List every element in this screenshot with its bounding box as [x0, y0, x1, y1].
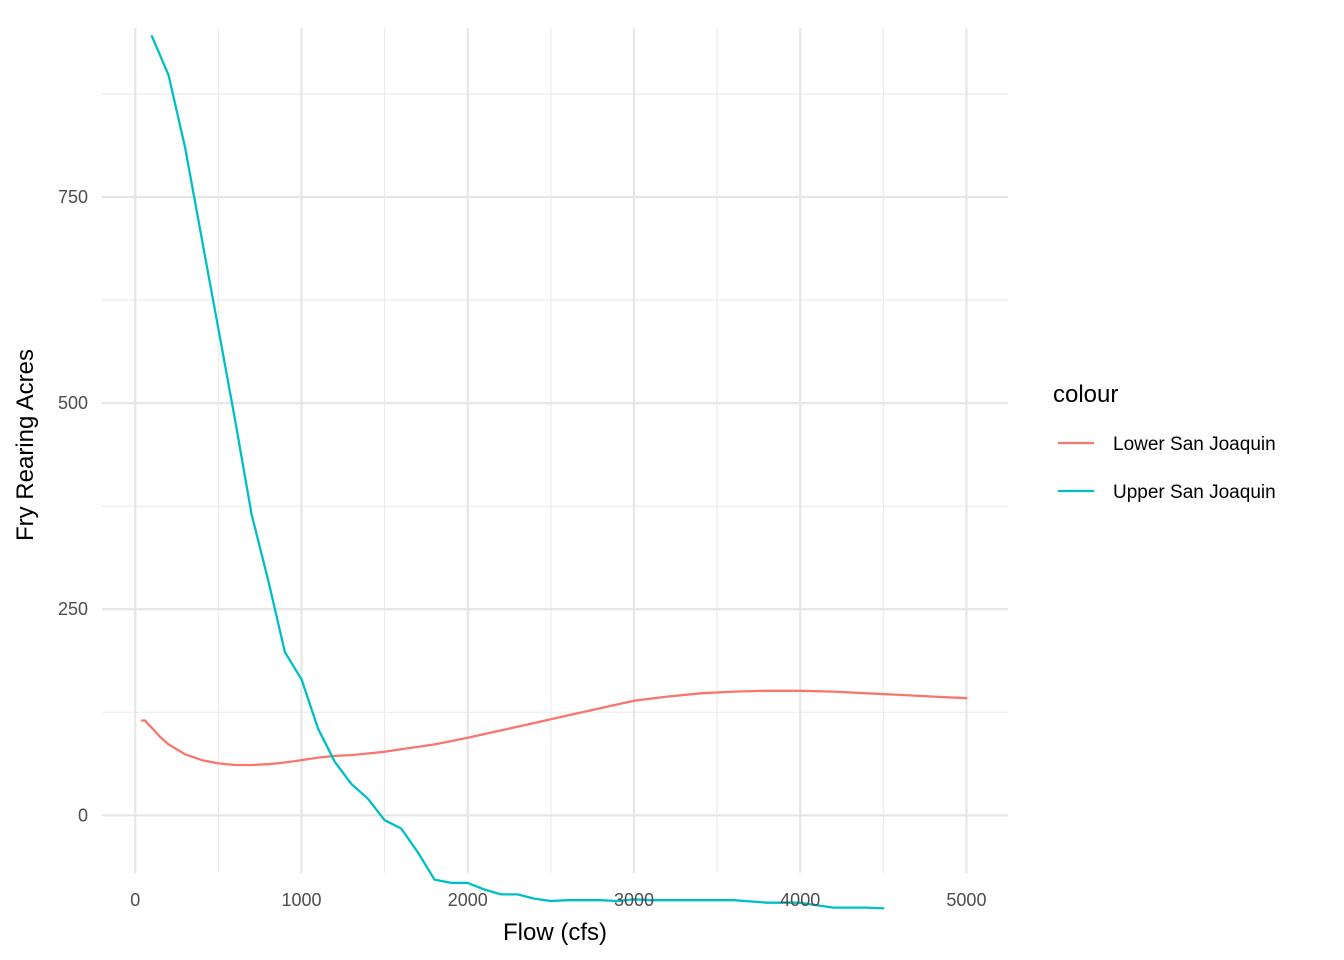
x-tick-label: 5000 — [946, 890, 986, 910]
legend-label-lower-san-joaquin: Lower San Joaquin — [1113, 434, 1276, 455]
minor-gridlines — [102, 28, 1008, 873]
legend-label-upper-san-joaquin: Upper San Joaquin — [1113, 482, 1276, 503]
y-tick-label: 750 — [58, 187, 88, 207]
legend-title: colour — [1053, 381, 1118, 408]
y-tick-label: 0 — [78, 805, 88, 825]
x-tick-label: 1000 — [281, 890, 321, 910]
series-lines — [140, 35, 968, 910]
x-tick-label: 4000 — [780, 890, 820, 910]
y-tick-label: 250 — [58, 599, 88, 619]
y-axis-tick-labels: 0 250 500 750 — [58, 187, 88, 825]
series-line-lower-san-joaquin — [140, 689, 968, 767]
series-line-upper-san-joaquin — [150, 35, 885, 910]
legend-items: Lower San Joaquin Upper San Joaquin — [1058, 434, 1276, 503]
x-tick-label: 0 — [130, 890, 140, 910]
y-axis-title: Fry Rearing Acres — [12, 349, 39, 541]
x-axis-tick-labels: 0 1000 2000 3000 4000 5000 — [130, 890, 986, 910]
x-tick-label: 3000 — [614, 890, 654, 910]
major-gridlines — [102, 28, 1008, 873]
legend: colour Lower San Joaquin Upper San Joaqui… — [1053, 381, 1276, 503]
x-tick-label: 2000 — [448, 890, 488, 910]
y-tick-label: 500 — [58, 393, 88, 413]
x-axis-title: Flow (cfs) — [503, 919, 607, 946]
